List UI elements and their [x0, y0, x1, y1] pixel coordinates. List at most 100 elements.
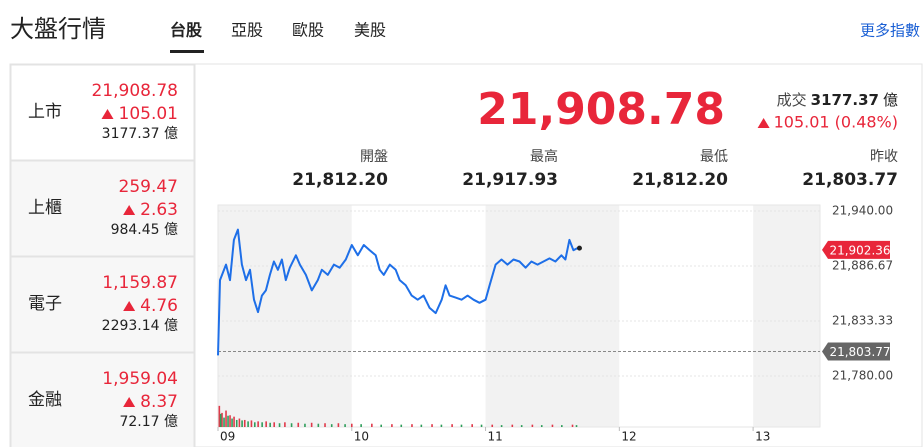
x-tick-label: 13	[755, 430, 770, 444]
volume-bar	[297, 422, 300, 427]
volume-bar	[440, 424, 443, 427]
market-volume: 984.45 億	[111, 222, 178, 238]
y-tick-label: 21,780.00	[832, 369, 893, 383]
x-tick-label: 10	[354, 430, 369, 444]
session-band	[619, 205, 754, 427]
stat-label: 開盤	[360, 149, 388, 165]
market-value: 259.47	[119, 177, 178, 197]
y-tick-label: 21,886.67	[832, 258, 893, 272]
volume-bar	[431, 424, 433, 427]
volume-bar	[411, 424, 413, 427]
market-value: 1,159.87	[102, 273, 178, 293]
quote-volume: 成交 3177.37 億	[777, 91, 898, 109]
volume-bar	[337, 423, 340, 427]
up-arrow	[757, 118, 770, 128]
volume-bar	[391, 424, 393, 427]
last-point	[576, 245, 582, 251]
volume-bar	[278, 423, 281, 427]
market-row-bg	[10, 160, 195, 257]
market-change: 105.01	[119, 104, 178, 124]
volume-bar	[324, 423, 326, 427]
session-band	[753, 205, 820, 427]
volume-bar	[551, 424, 554, 427]
x-tick-label: 11	[488, 430, 503, 444]
volume-bar	[500, 425, 503, 427]
market-change: 8.37	[140, 392, 178, 412]
volume-bar	[561, 425, 563, 427]
volume-bar	[269, 422, 271, 427]
session-band	[485, 205, 620, 427]
y-tick-label: 21,940.00	[832, 204, 893, 218]
page-title: 大盤行情	[10, 15, 106, 43]
volume-bar	[227, 415, 229, 427]
volume-bar	[480, 424, 483, 427]
volume-bar	[400, 424, 403, 427]
volume-bar	[451, 424, 453, 427]
x-tick-label: 09	[220, 430, 235, 444]
stat-value: 21,812.20	[292, 170, 388, 190]
last-label: 21,902.36	[829, 243, 890, 257]
stat-value: 21,812.20	[632, 170, 728, 190]
market-tab[interactable]: 歐股	[292, 21, 324, 40]
volume-bar	[225, 410, 227, 427]
volume-bar	[238, 418, 241, 427]
market-tab[interactable]: 美股	[354, 21, 386, 40]
stat-label: 最高	[530, 148, 558, 165]
stat-label: 昨收	[870, 149, 898, 165]
ref-label: 21,803.77	[829, 345, 890, 359]
market-tab[interactable]: 亞股	[231, 21, 263, 40]
market-name: 上市	[28, 102, 62, 122]
volume-bar	[243, 419, 246, 427]
market-name: 金融	[28, 390, 62, 410]
tab-underline	[170, 50, 204, 53]
volume-unit: 億	[883, 91, 898, 109]
volume-bar	[261, 422, 263, 427]
volume-bar	[223, 417, 225, 427]
volume-bar	[219, 413, 222, 427]
market-value: 21,908.78	[91, 81, 178, 101]
market-name: 電子	[28, 294, 62, 314]
ref-badge	[822, 342, 890, 361]
volume-bar	[380, 424, 383, 427]
volume-label: 成交	[777, 91, 807, 109]
stat-value: 21,803.77	[802, 170, 898, 190]
y-tick-label: 21,833.33	[832, 314, 893, 328]
up-arrow	[123, 205, 136, 215]
stat-label: 最低	[700, 149, 728, 165]
market-row[interactable]: 上市 21,908.78 105.01 3177.37 億	[10, 64, 195, 161]
volume-bar	[520, 425, 523, 427]
volume-bar	[253, 422, 256, 427]
market-row-bg	[10, 256, 195, 353]
volume-bar	[575, 425, 578, 427]
market-volume: 2293.14 億	[102, 318, 178, 334]
volume-bar	[229, 415, 231, 427]
x-tick-label: 12	[621, 430, 636, 444]
market-row[interactable]: 金融 1,959.04 8.37 72.17 億	[10, 352, 195, 447]
volume-bar	[360, 424, 362, 427]
market-row[interactable]: 電子 1,159.87 4.76 2293.14 億	[10, 256, 195, 353]
up-arrow	[123, 301, 136, 311]
market-name: 上櫃	[28, 198, 62, 218]
volume-bar	[247, 421, 249, 427]
volume-bar	[235, 419, 238, 427]
volume-bar	[231, 418, 233, 427]
volume-bar	[290, 423, 293, 427]
volume-bar	[471, 424, 473, 427]
last-badge	[822, 240, 890, 259]
quote-change: 105.01 (0.48%)	[774, 113, 898, 132]
market-row-bg	[10, 352, 195, 447]
volume-bar	[540, 425, 543, 427]
quote-price: 21,908.78	[477, 84, 725, 135]
market-change: 2.63	[140, 200, 178, 220]
up-arrow	[101, 109, 114, 119]
volume-bar	[233, 416, 235, 427]
volume-bar	[531, 424, 534, 427]
volume-bar	[273, 422, 275, 427]
market-row[interactable]: 上櫃 259.47 2.63 984.45 億	[10, 160, 195, 257]
volume-bar	[310, 422, 313, 427]
volume-bar	[344, 424, 346, 427]
more-link[interactable]: 更多指數	[860, 22, 920, 40]
up-arrow	[123, 397, 136, 407]
market-tab[interactable]: 台股	[170, 21, 203, 40]
